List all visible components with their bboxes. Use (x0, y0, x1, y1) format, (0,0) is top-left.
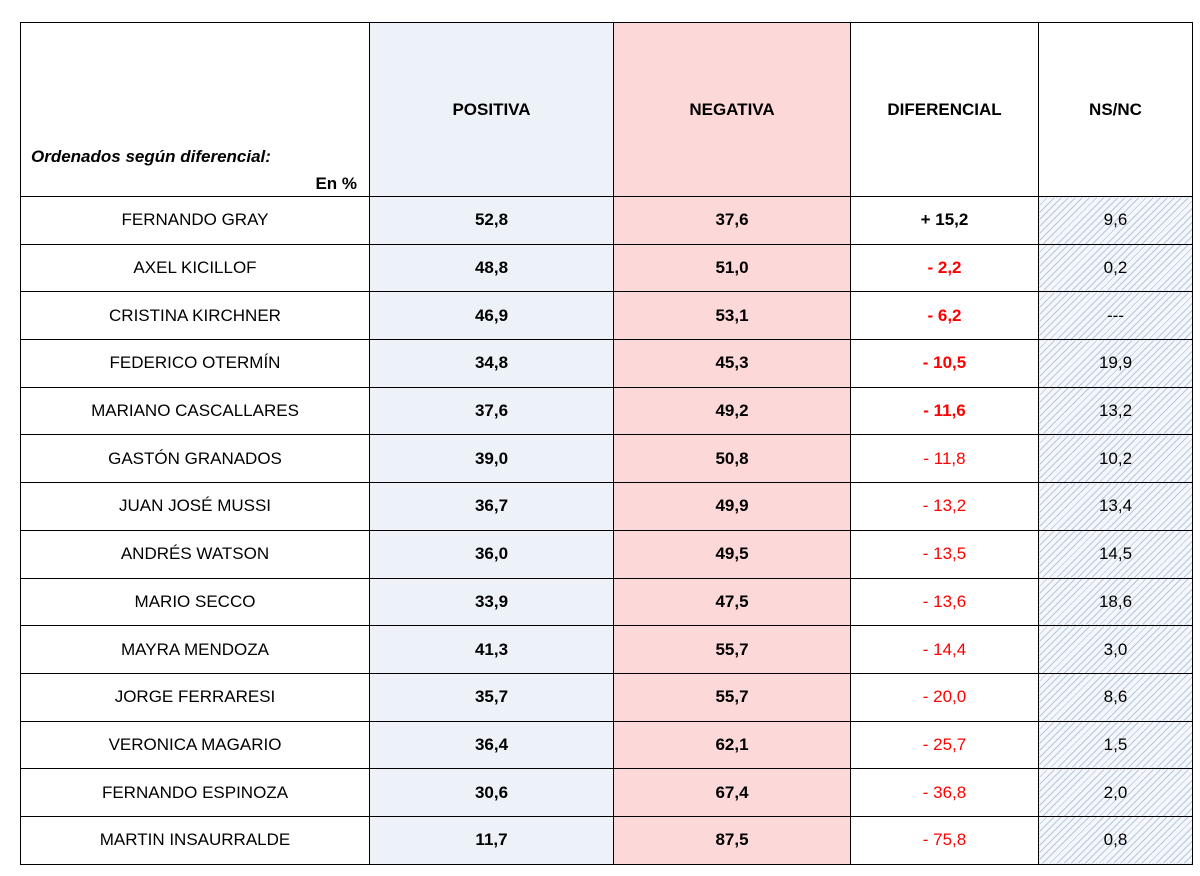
nsnc-value: 9,6 (1038, 196, 1193, 245)
nsnc-value: 18,6 (1038, 577, 1193, 627)
table-row: MAYRA MENDOZA 41,3 55,7- 14,4 3,0 (20, 625, 1193, 674)
candidate-name: FEDERICO OTERMÍN (20, 339, 370, 388)
diferencial-value: - 13,5 (850, 529, 1039, 579)
positiva-value: 34,8 (369, 339, 614, 388)
negativa-value: 55,7 (613, 672, 851, 722)
positiva-value: 11,7 (369, 815, 614, 865)
nsnc-value: --- (1038, 291, 1193, 341)
nsnc-value: 3,0 (1038, 625, 1193, 674)
candidate-name: MARTIN INSAURRALDE (20, 815, 370, 865)
diferencial-value: - 11,6 (850, 386, 1039, 436)
table-row: JORGE FERRARESI 35,7 55,7- 20,0 8,6 (20, 672, 1193, 722)
table-row: VERONICA MAGARIO 36,4 62,1- 25,7 1,5 (20, 720, 1193, 770)
positiva-value: 35,7 (369, 672, 614, 722)
diferencial-value: - 25,7 (850, 720, 1039, 770)
diferencial-value: - 10,5 (850, 339, 1039, 388)
diferencial-value: + 15,2 (850, 196, 1039, 245)
unit-label: En % (315, 174, 357, 193)
candidate-name: FERNANDO GRAY (20, 196, 370, 245)
candidate-name: ANDRÉS WATSON (20, 529, 370, 579)
negativa-value: 49,2 (613, 386, 851, 436)
table-row: MARTIN INSAURRALDE 11,7 87,5- 75,8 0,8 (20, 815, 1193, 865)
diferencial-value: - 2,2 (850, 243, 1039, 293)
diferencial-value: - 11,8 (850, 434, 1039, 484)
positiva-value: 33,9 (369, 577, 614, 627)
negativa-value: 62,1 (613, 720, 851, 770)
header-positiva: POSITIVA (369, 22, 614, 197)
candidate-name: AXEL KICILLOF (20, 243, 370, 293)
nsnc-value: 10,2 (1038, 434, 1193, 484)
nsnc-value: 0,2 (1038, 243, 1193, 293)
negativa-value: 37,6 (613, 196, 851, 245)
table-row: AXEL KICILLOF 48,8 51,0- 2,2 0,2 (20, 243, 1193, 293)
header-negativa: NEGATIVA (613, 22, 851, 197)
candidate-name: JUAN JOSÉ MUSSI (20, 482, 370, 531)
candidate-name: VERONICA MAGARIO (20, 720, 370, 770)
negativa-value: 47,5 (613, 577, 851, 627)
nsnc-value: 19,9 (1038, 339, 1193, 388)
diferencial-value: - 75,8 (850, 815, 1039, 865)
sort-note: Ordenados según diferencial: (31, 147, 271, 166)
nsnc-value: 2,0 (1038, 768, 1193, 817)
negativa-value: 51,0 (613, 243, 851, 293)
negativa-value: 49,5 (613, 529, 851, 579)
positiva-value: 36,7 (369, 482, 614, 531)
negativa-value: 50,8 (613, 434, 851, 484)
diferencial-value: - 6,2 (850, 291, 1039, 341)
nsnc-value: 13,4 (1038, 482, 1193, 531)
diferencial-value: - 13,2 (850, 482, 1039, 531)
positiva-value: 30,6 (369, 768, 614, 817)
ranking-table: Ordenados según diferencial: En % POSITI… (20, 22, 1193, 865)
diferencial-value: - 13,6 (850, 577, 1039, 627)
table-row: CRISTINA KIRCHNER 46,9 53,1- 6,2 --- (20, 291, 1193, 341)
negativa-value: 67,4 (613, 768, 851, 817)
negativa-value: 49,9 (613, 482, 851, 531)
table-row: FERNANDO GRAY 52,8 37,6 + 15,2 9,6 (20, 196, 1193, 245)
candidate-name: JORGE FERRARESI (20, 672, 370, 722)
negativa-value: 55,7 (613, 625, 851, 674)
candidate-name: MAYRA MENDOZA (20, 625, 370, 674)
nsnc-value: 0,8 (1038, 815, 1193, 865)
positiva-value: 41,3 (369, 625, 614, 674)
header-row: Ordenados según diferencial: En % POSITI… (20, 22, 1193, 197)
candidate-name: MARIANO CASCALLARES (20, 386, 370, 436)
diferencial-value: - 20,0 (850, 672, 1039, 722)
candidate-name: CRISTINA KIRCHNER (20, 291, 370, 341)
header-nsnc: NS/NC (1038, 22, 1193, 197)
nsnc-value: 13,2 (1038, 386, 1193, 436)
positiva-value: 36,4 (369, 720, 614, 770)
diferencial-value: - 14,4 (850, 625, 1039, 674)
diferencial-value: - 36,8 (850, 768, 1039, 817)
negativa-value: 87,5 (613, 815, 851, 865)
positiva-value: 37,6 (369, 386, 614, 436)
positiva-value: 52,8 (369, 196, 614, 245)
negativa-value: 45,3 (613, 339, 851, 388)
candidate-name: MARIO SECCO (20, 577, 370, 627)
header-diferencial: DIFERENCIAL (850, 22, 1039, 197)
table-row: FEDERICO OTERMÍN 34,8 45,3- 10,5 19,9 (20, 339, 1193, 388)
table-row: ANDRÉS WATSON 36,0 49,5- 13,5 14,5 (20, 529, 1193, 579)
positiva-value: 48,8 (369, 243, 614, 293)
nsnc-value: 14,5 (1038, 529, 1193, 579)
candidate-name: GASTÓN GRANADOS (20, 434, 370, 484)
positiva-value: 36,0 (369, 529, 614, 579)
positiva-value: 39,0 (369, 434, 614, 484)
nsnc-value: 1,5 (1038, 720, 1193, 770)
table-row: JUAN JOSÉ MUSSI 36,7 49,9- 13,2 13,4 (20, 482, 1193, 531)
header-corner: Ordenados según diferencial: En % (20, 22, 370, 197)
table-row: GASTÓN GRANADOS 39,0 50,8- 11,8 10,2 (20, 434, 1193, 484)
candidate-name: FERNANDO ESPINOZA (20, 768, 370, 817)
negativa-value: 53,1 (613, 291, 851, 341)
table-body: FERNANDO GRAY 52,8 37,6 + 15,2 9,6 AXEL KICIL… (20, 196, 1193, 865)
table-row: MARIANO CASCALLARES 37,6 49,2- 11,6 13,2 (20, 386, 1193, 436)
nsnc-value: 8,6 (1038, 672, 1193, 722)
table-row: FERNANDO ESPINOZA 30,6 67,4- 36,8 2,0 (20, 768, 1193, 817)
table-row: MARIO SECCO 33,9 47,5- 13,6 18,6 (20, 577, 1193, 627)
positiva-value: 46,9 (369, 291, 614, 341)
